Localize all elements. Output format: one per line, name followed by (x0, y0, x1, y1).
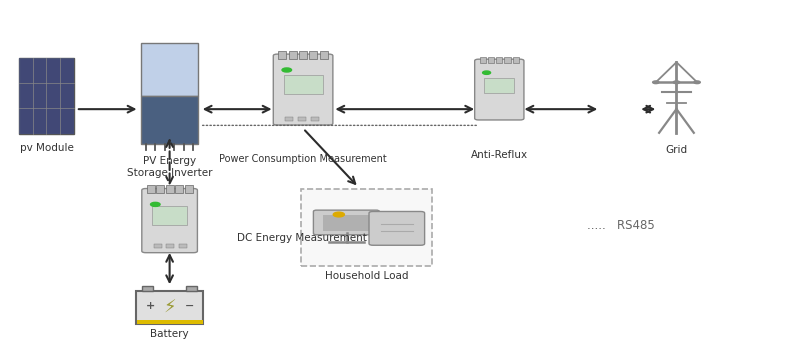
Bar (298, 117, 306, 121)
Bar (186, 286, 197, 291)
Bar (175, 185, 183, 193)
Bar (18, 58, 74, 133)
Bar (166, 185, 174, 193)
Bar (142, 286, 154, 291)
Bar (284, 75, 322, 94)
Bar (166, 244, 174, 248)
Circle shape (653, 81, 659, 84)
Bar (136, 291, 203, 324)
Bar (156, 185, 164, 193)
FancyBboxPatch shape (142, 189, 198, 253)
Bar (323, 215, 369, 231)
Bar (137, 320, 202, 324)
Bar (146, 185, 154, 193)
Bar (289, 51, 297, 58)
Bar (141, 43, 198, 96)
Text: Battery: Battery (150, 329, 189, 339)
Bar (310, 117, 318, 121)
Text: .....   RS485: ..... RS485 (586, 219, 654, 232)
Bar (504, 57, 510, 63)
Bar (179, 244, 187, 248)
Text: +: + (146, 301, 154, 311)
Bar (278, 51, 286, 58)
Bar (152, 206, 187, 225)
Text: Anti-Reflux: Anti-Reflux (470, 150, 528, 160)
Text: DC Energy Measurement: DC Energy Measurement (237, 234, 367, 244)
Bar (310, 51, 318, 58)
Text: Grid: Grid (666, 145, 687, 155)
FancyBboxPatch shape (474, 59, 524, 120)
Bar (299, 51, 307, 58)
Circle shape (334, 212, 344, 217)
Circle shape (674, 81, 680, 84)
Bar (484, 78, 514, 93)
Bar (154, 244, 162, 248)
Bar (18, 58, 74, 133)
Bar (320, 51, 328, 58)
Text: pv Module: pv Module (19, 143, 74, 153)
Text: PV Energy
Storage Inverter: PV Energy Storage Inverter (127, 157, 212, 178)
Text: Power Consumption Measurement: Power Consumption Measurement (219, 154, 387, 164)
FancyBboxPatch shape (301, 189, 432, 266)
Bar (496, 57, 502, 63)
Bar (488, 57, 494, 63)
Bar (480, 57, 486, 63)
Circle shape (282, 68, 291, 72)
FancyBboxPatch shape (274, 54, 333, 125)
FancyBboxPatch shape (369, 212, 425, 245)
FancyBboxPatch shape (314, 210, 379, 235)
Text: Household Load: Household Load (325, 271, 408, 281)
Circle shape (482, 71, 490, 74)
Bar (513, 57, 519, 63)
Text: −: − (184, 301, 194, 311)
Bar (141, 96, 198, 144)
Text: ⚡: ⚡ (163, 298, 176, 316)
Bar (286, 117, 293, 121)
Circle shape (694, 81, 700, 84)
Circle shape (150, 202, 160, 206)
Bar (185, 185, 193, 193)
